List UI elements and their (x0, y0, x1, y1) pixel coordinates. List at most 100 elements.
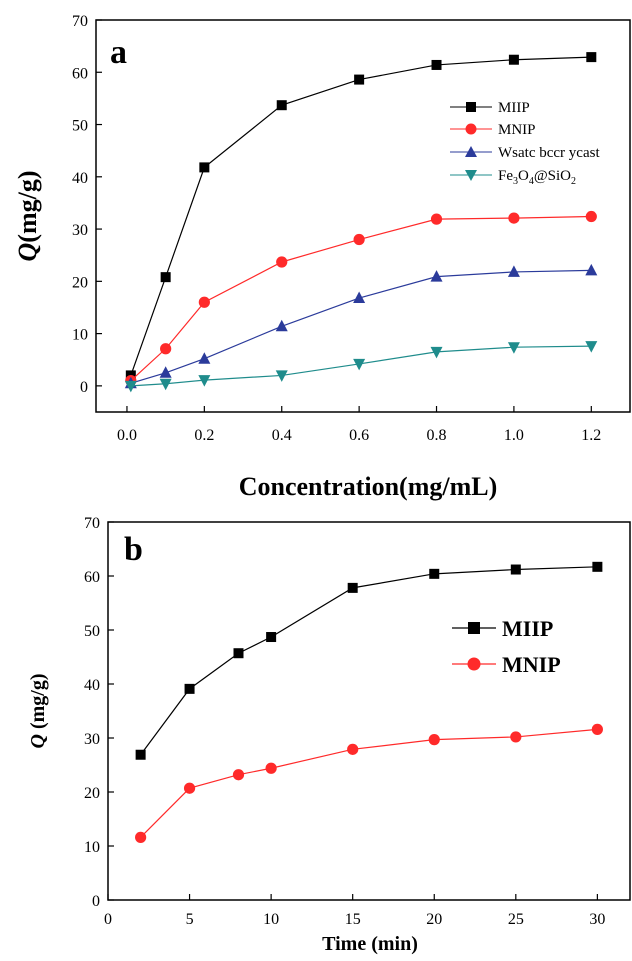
panel-a-axes: 0.0 0.2 0.4 0.6 0.8 1.0 1.2 0 10 20 30 40 50 60 70 (72, 13, 601, 444)
data-point (429, 568, 440, 579)
data-point (586, 52, 597, 63)
panel-b-legend-item-mnip: MNIP (452, 652, 561, 677)
svg-text:MIIP: MIIP (498, 100, 530, 116)
series-line-fe3o4-sio2 (130, 345, 592, 387)
data-point (159, 366, 172, 378)
x-tick-label: 0.6 (349, 427, 369, 444)
panel-b-letter: b (124, 531, 143, 568)
data-point (232, 769, 245, 781)
data-point (507, 342, 520, 354)
series-line-mnip (140, 728, 598, 838)
data-point (353, 291, 366, 304)
panel-b-ylabel-symbol: Q (27, 734, 49, 748)
panel-a-series (124, 52, 598, 393)
panel-b-ylabel: Q (mg/g) (27, 674, 49, 749)
data-point (585, 210, 597, 223)
y-tick-label: 20 (84, 785, 100, 802)
data-point (430, 346, 443, 359)
series-line-miip (130, 56, 592, 376)
panel-b-ylabel-unit: (mg/g) (27, 674, 49, 735)
panel-b: 0 5 10 15 20 25 30 0 10 20 30 40 50 60 70 b Time (min)… (27, 515, 631, 955)
y-tick-label: 60 (72, 65, 88, 82)
x-tick-label: 0.2 (194, 427, 214, 444)
data-point (430, 270, 443, 282)
data-point (183, 782, 196, 794)
panel-b-xlabel: Time (min) (322, 933, 418, 955)
data-point (347, 743, 359, 755)
svg-text:MNIP: MNIP (498, 122, 536, 138)
data-point (160, 343, 172, 355)
data-point (592, 561, 603, 572)
panel-a-letter: a (110, 34, 127, 71)
data-point (266, 632, 277, 643)
data-point (508, 54, 519, 65)
data-point (507, 265, 520, 277)
panel-a-legend-item-miip: MIIP (450, 100, 530, 116)
x-tick-label: 0.8 (427, 427, 447, 444)
series-line-miip (140, 566, 598, 756)
y-tick-label: 0 (92, 893, 100, 910)
data-point (585, 263, 598, 276)
data-point (275, 319, 288, 332)
y-tick-label: 70 (84, 515, 100, 532)
data-point (354, 74, 365, 85)
series-line-mnip (130, 215, 592, 382)
x-tick-label: 25 (508, 911, 524, 928)
data-point (276, 256, 288, 268)
data-point (353, 233, 365, 246)
x-tick-label: 0.0 (117, 427, 137, 444)
svg-text:Fe3O4@SiO2: Fe3O4@SiO2 (498, 168, 576, 187)
panel-a-legend-item-fe3o4-sio2: Fe3O4@SiO2 (450, 168, 576, 187)
panel-a: 0.0 0.2 0.4 0.6 0.8 1.0 1.2 0 10 20 30 40 50 60 70 a C… (13, 13, 631, 501)
data-point (265, 762, 277, 774)
data-point (430, 213, 443, 225)
x-tick-label: 0.4 (272, 427, 292, 444)
y-tick-label: 10 (84, 839, 100, 856)
svg-text:MIIP: MIIP (502, 616, 553, 641)
x-tick-label: 0 (104, 911, 112, 928)
data-point (347, 582, 358, 593)
data-point (199, 162, 210, 173)
data-point (198, 296, 210, 308)
data-point (198, 352, 211, 364)
y-tick-label: 10 (72, 327, 88, 344)
y-tick-label: 30 (72, 222, 88, 239)
x-tick-label: 1.0 (504, 427, 524, 444)
panel-a-plot-frame (95, 19, 631, 413)
x-tick-label: 20 (426, 911, 442, 928)
data-point (510, 731, 522, 743)
data-point (276, 100, 287, 111)
svg-text:Wsatc bccr ycast: Wsatc bccr ycast (498, 145, 600, 161)
y-tick-label: 30 (84, 731, 100, 748)
panel-a-legend: MIIP MNIP Wsatc bccr ycast Fe3O4@SiO2 (450, 100, 600, 187)
data-point (585, 341, 598, 353)
data-point (184, 683, 195, 694)
panel-a-legend-item-yeast: Wsatc bccr ycast (450, 145, 600, 161)
data-point (275, 370, 288, 382)
y-tick-label: 50 (72, 118, 88, 135)
series-line-wsatc-bccr-ycast (130, 269, 592, 384)
data-point (233, 648, 244, 659)
panel-a-xlabel: Concentration(mg/mL) (239, 472, 498, 501)
y-tick-label: 70 (72, 13, 88, 30)
x-tick-label: 1.2 (581, 427, 601, 444)
y-tick-label: 0 (80, 379, 88, 396)
panel-b-legend-item-miip: MIIP (452, 616, 553, 641)
data-point (428, 734, 440, 746)
data-point (124, 380, 137, 393)
data-point (135, 831, 147, 843)
data-point (510, 564, 521, 575)
panel-a-ylabel: Q(mg/g) (13, 171, 42, 262)
data-point (353, 358, 366, 371)
y-tick-label: 40 (72, 170, 88, 187)
panel-b-series (135, 561, 603, 843)
panel-b-legend: MIIP MNIP (452, 616, 561, 677)
x-tick-label: 5 (186, 911, 194, 928)
y-tick-label: 60 (84, 569, 100, 586)
data-point (198, 375, 211, 387)
x-tick-label: 15 (345, 911, 361, 928)
panel-b-axes: 0 5 10 15 20 25 30 0 10 20 30 40 50 60 70 (84, 515, 605, 928)
data-point (160, 272, 171, 283)
panel-a-legend-item-mnip: MNIP (450, 122, 536, 138)
data-point (159, 378, 172, 391)
